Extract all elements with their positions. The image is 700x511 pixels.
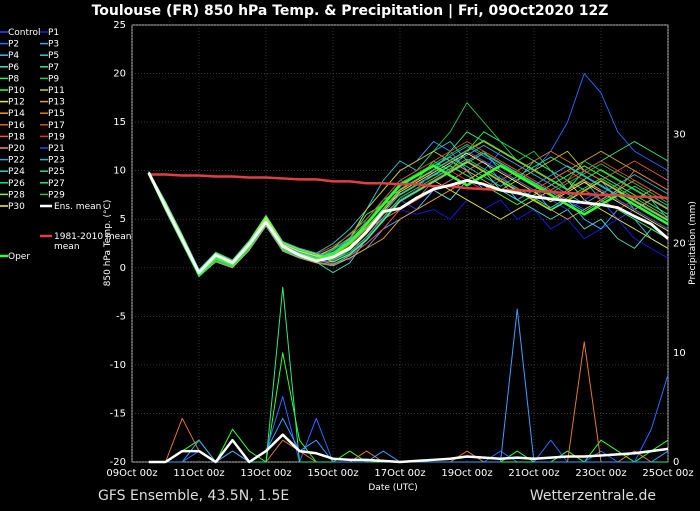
- x-tick-label: 15Oct 00z: [307, 468, 358, 479]
- temp-line-p24: [148, 152, 669, 277]
- legend-entry: Ens. mean: [54, 202, 101, 212]
- y-tick-label: 15: [113, 117, 126, 128]
- y2-tick-label: 10: [673, 348, 686, 359]
- legend-entry: P14: [8, 109, 25, 119]
- y2-axis-label: Precipitation (mm): [688, 201, 698, 285]
- footer-site: Wetterzentrale.de: [530, 488, 656, 504]
- legend-entry: P4: [8, 51, 19, 61]
- legend-entry: P26: [8, 179, 25, 189]
- y-tick-label: 20: [113, 69, 126, 80]
- legend-entry: P15: [48, 109, 65, 119]
- legend-entry: P30: [8, 202, 25, 212]
- legend-entry: P24: [8, 167, 25, 177]
- precip-line: [148, 433, 669, 464]
- plot-frame: [131, 24, 669, 463]
- legend-entry: P20: [8, 144, 25, 154]
- y-tick-label: -10: [110, 360, 126, 371]
- legend-entry: 1981-2010 mean: [54, 232, 131, 242]
- y2-tick-label: 20: [673, 239, 686, 250]
- legend-entry: P1: [48, 28, 59, 38]
- chart-title: Toulouse (FR) 850 hPa Temp. & Precipitat…: [92, 3, 609, 19]
- legend-entry: P11: [48, 86, 65, 96]
- legend-entry: P6: [8, 63, 19, 73]
- legend-entry: P27: [48, 179, 65, 189]
- legend-entry: Control: [8, 28, 41, 38]
- x-tick-label: 09Oct 00z: [106, 468, 157, 479]
- y-tick-label: 0: [120, 263, 126, 274]
- y-tick-label: 25: [113, 20, 126, 31]
- y2-tick-label: 0: [673, 457, 679, 468]
- legend-entry: P29: [48, 190, 65, 200]
- y-tick-label: -5: [116, 311, 126, 322]
- y-axis-label: 850 hPa Temp. (°C): [103, 200, 113, 287]
- legend-entry-suffix: mean: [54, 242, 80, 252]
- legend-entry: P12: [8, 98, 25, 108]
- legend-entry: P2: [8, 40, 19, 50]
- x-axis-ticks: 09Oct 00z 11Oct 00z 13Oct 00z 15Oct 00z 17Oc…: [106, 468, 693, 479]
- y-tick-label: -15: [110, 408, 126, 419]
- legend-entry: P7: [48, 63, 59, 73]
- y2-tick-label: 30: [673, 129, 686, 140]
- x-tick-label: 13Oct 00z: [240, 468, 291, 479]
- y-tick-label: 5: [120, 214, 126, 225]
- legend-entry: P21: [48, 144, 65, 154]
- plot-area: [131, 24, 669, 464]
- legend-entry: P5: [48, 51, 59, 61]
- legend-entry: P17: [48, 121, 65, 131]
- y2-axis-ticks: 30 20 10 0: [673, 129, 686, 468]
- x-tick-label: 25Oct 00z: [642, 468, 693, 479]
- x-tick-label: 11Oct 00z: [173, 468, 224, 479]
- y-tick-label: 10: [113, 166, 126, 177]
- legend-entry: P13: [48, 98, 65, 108]
- x-axis-label: Date (UTC): [368, 483, 417, 493]
- legend-entry: P28: [8, 190, 25, 200]
- legend-entry: P16: [8, 121, 25, 131]
- legend-entry: P10: [8, 86, 25, 96]
- legend-entry: P3: [48, 40, 59, 50]
- legend-entry: P19: [48, 132, 65, 142]
- legend-entry: Oper: [8, 252, 30, 262]
- legend-entry: P23: [48, 156, 65, 166]
- legend-entry: P9: [48, 74, 59, 84]
- x-tick-label: 17Oct 00z: [374, 468, 425, 479]
- x-tick-label: 23Oct 00z: [575, 468, 626, 479]
- legend: Control P1 P2 P3 P4 P5 P6 P7 P8 P9 P10 P11 P12 P13 P14…: [0, 28, 131, 262]
- x-tick-label: 19Oct 00z: [441, 468, 492, 479]
- ensemble-mean-line: [147, 171, 669, 275]
- legend-entry: P18: [8, 132, 25, 142]
- y-tick-label: -20: [110, 457, 126, 468]
- y-axis-ticks: 25 20 15 10 5 0 -5 -10 -15 -20: [110, 20, 126, 468]
- legend-entry: P8: [8, 74, 19, 84]
- x-tick-label: 21Oct 00z: [508, 468, 559, 479]
- legend-entry: P22: [8, 156, 25, 166]
- legend-entry: P25: [48, 167, 65, 177]
- climatology-line: [148, 173, 669, 200]
- temp-line-p14: [148, 170, 669, 277]
- footer-source: GFS Ensemble, 43.5N, 1.5E: [98, 488, 289, 504]
